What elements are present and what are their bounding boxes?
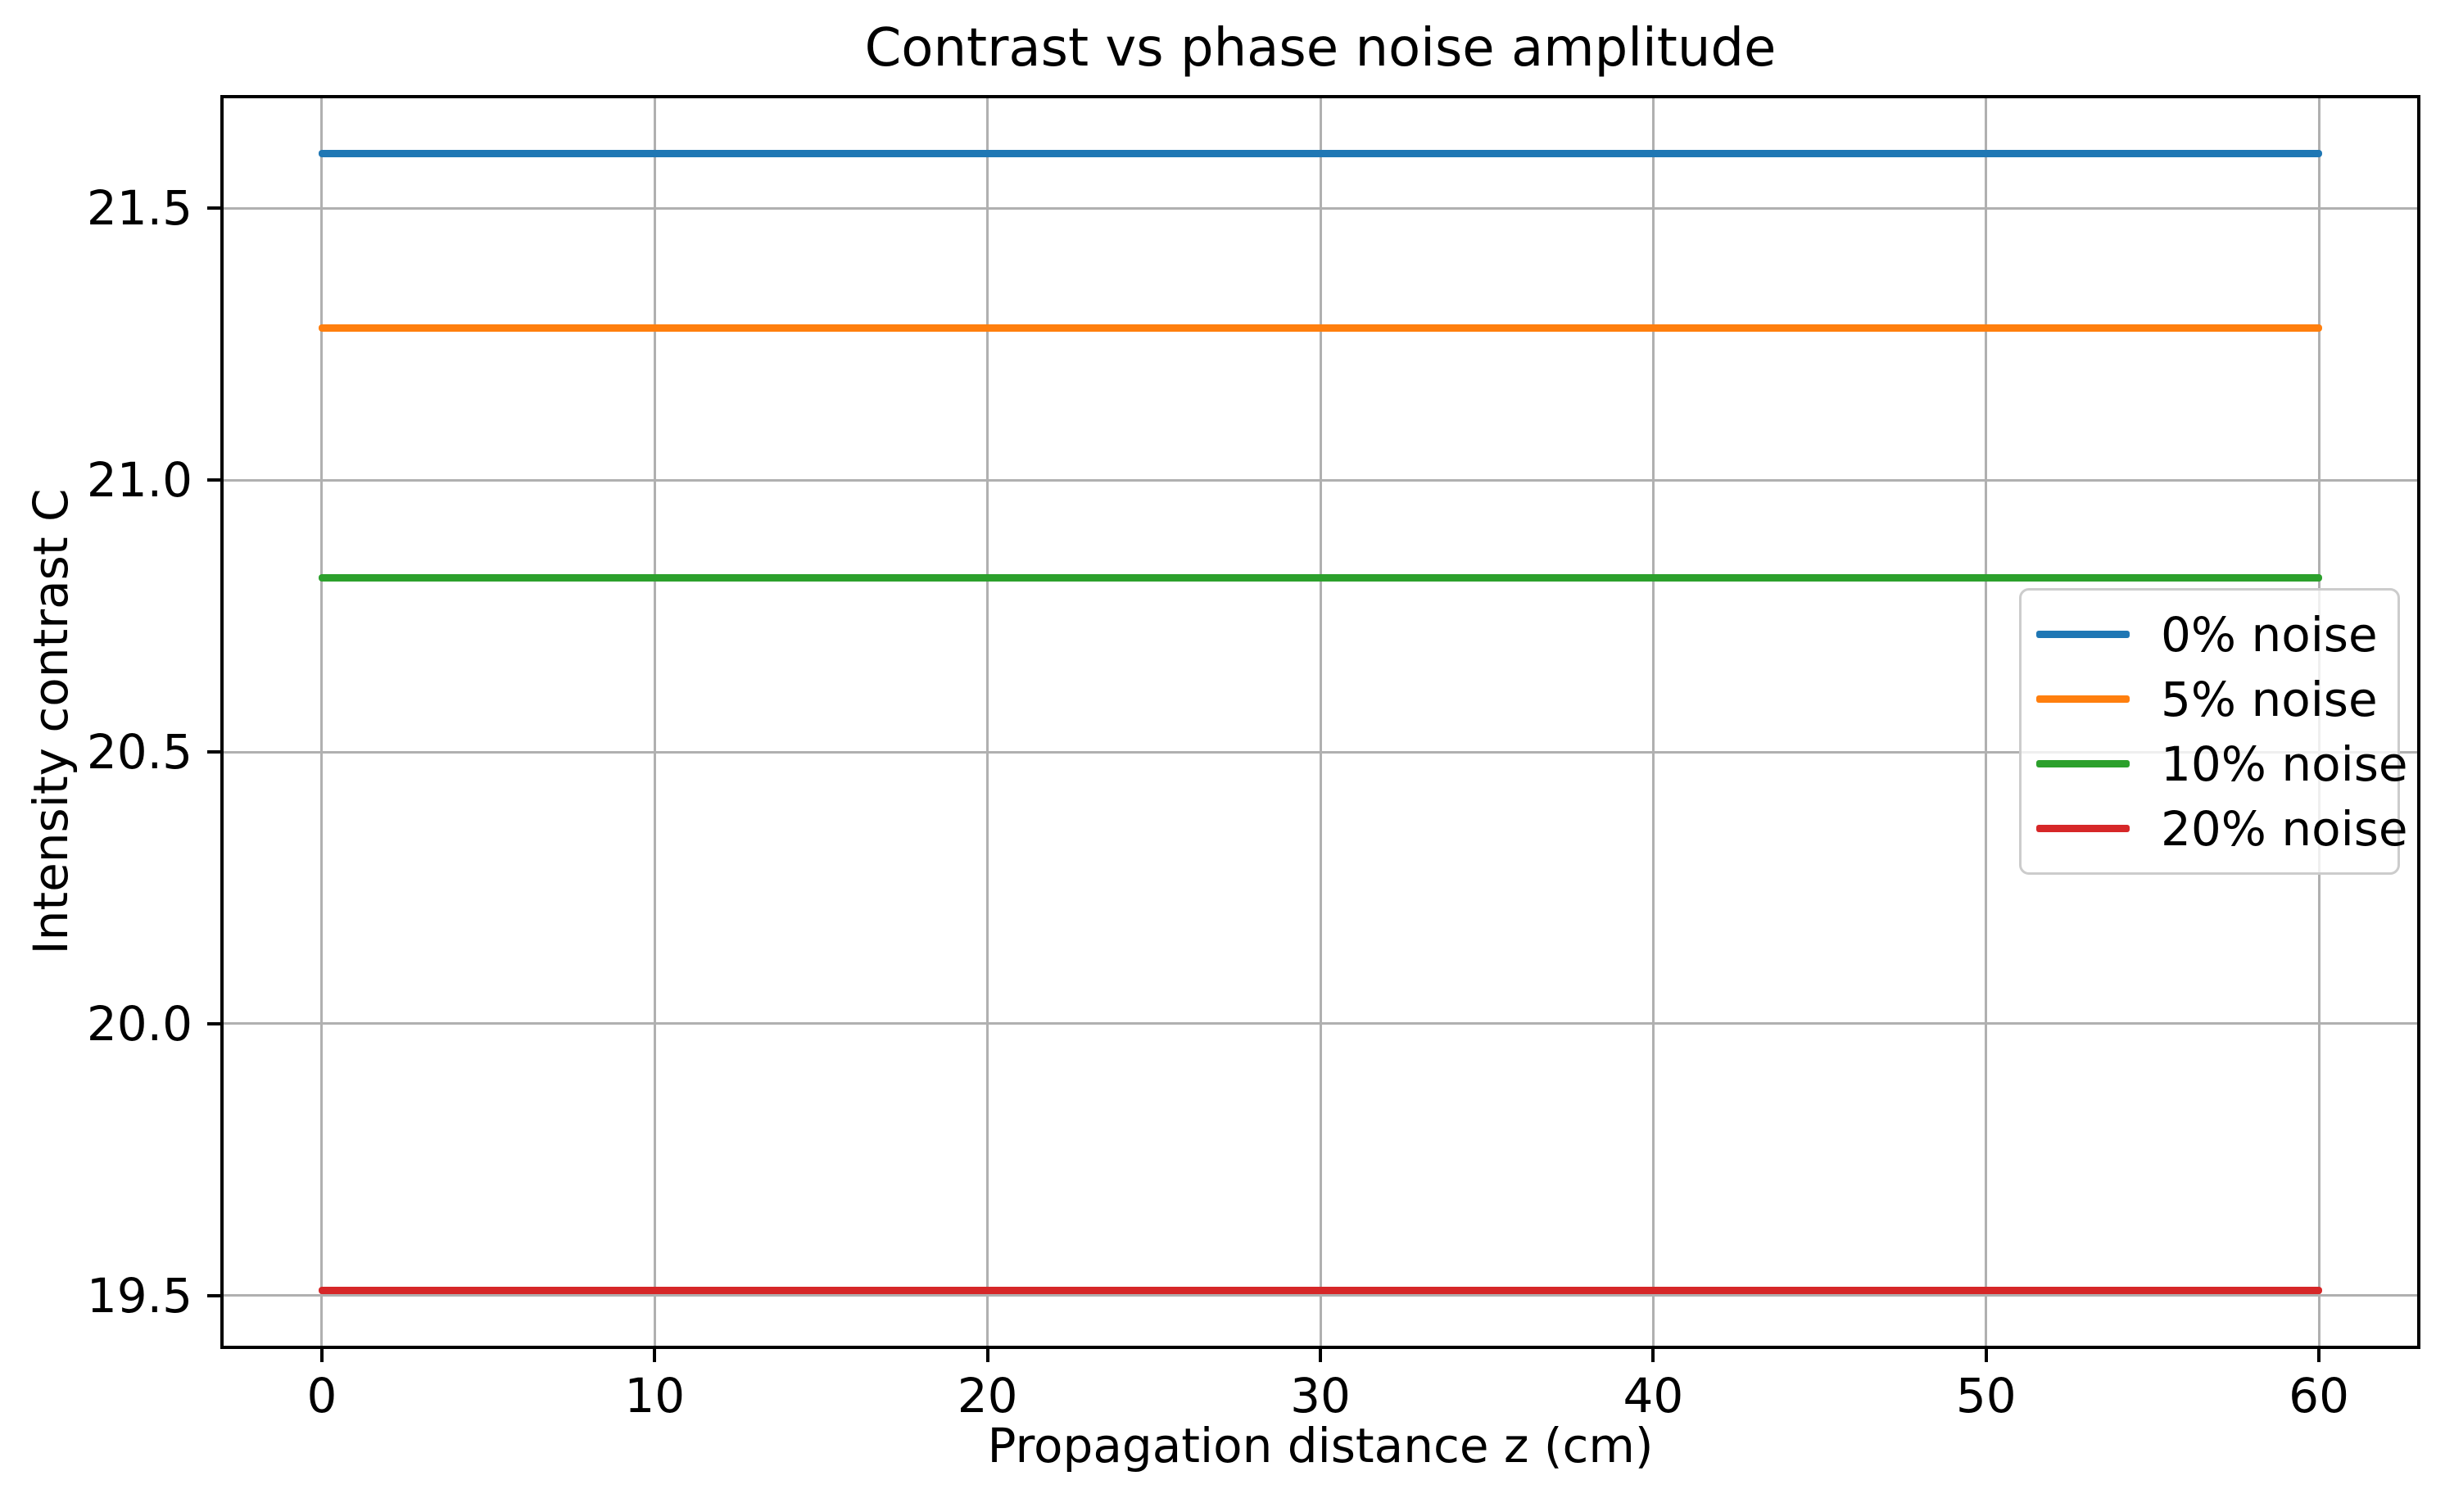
y-gridline — [222, 478, 2419, 482]
x-tick-label: 20 — [957, 1368, 1018, 1424]
legend-entry: 20% noise — [2022, 796, 2408, 861]
x-tick-label: 0 — [306, 1368, 337, 1424]
legend-label: 20% noise — [2161, 800, 2408, 857]
x-tick — [319, 1347, 324, 1362]
legend-swatch-2 — [2036, 760, 2130, 767]
y-gridline — [222, 750, 2419, 754]
legend-entry: 10% noise — [2022, 731, 2408, 796]
x-tick — [985, 1347, 989, 1362]
y-tick-label: 20.5 — [86, 724, 192, 780]
y-tick — [207, 478, 222, 482]
x-tick — [1984, 1347, 1988, 1362]
legend-swatch-0 — [2036, 631, 2130, 638]
x-gridline — [1319, 97, 1322, 1347]
y-tick-label: 20.0 — [86, 995, 192, 1052]
x-tick — [653, 1347, 657, 1362]
x-gridline — [1985, 97, 1988, 1347]
legend-label: 10% noise — [2161, 736, 2408, 792]
y-gridline — [222, 206, 2419, 210]
y-tick — [207, 206, 222, 211]
y-tick-label: 19.5 — [86, 1267, 192, 1324]
x-tick-label: 50 — [1955, 1368, 2017, 1424]
x-tick-label: 10 — [624, 1368, 686, 1424]
chart-title: Contrast vs phase noise amplitude — [864, 18, 1777, 79]
x-tick-label: 30 — [1290, 1368, 1351, 1424]
x-gridline — [986, 97, 989, 1347]
y-tick-label: 21.5 — [86, 180, 192, 237]
y-axis-label: Intensity contrast C — [23, 488, 79, 955]
legend-entry: 5% noise — [2022, 667, 2397, 731]
x-tick — [2317, 1347, 2321, 1362]
legend-label: 0% noise — [2161, 606, 2378, 663]
series-line-2 — [318, 574, 2323, 582]
legend-label: 5% noise — [2161, 671, 2378, 727]
series-line-3 — [318, 1286, 2323, 1294]
series-line-0 — [318, 150, 2323, 158]
legend-swatch-3 — [2036, 825, 2130, 832]
x-gridline — [653, 97, 656, 1347]
y-tick — [207, 750, 222, 754]
x-tick — [1651, 1347, 1655, 1362]
x-tick — [1319, 1347, 1322, 1362]
y-tick-label: 21.0 — [86, 452, 192, 509]
y-gridline — [222, 1022, 2419, 1025]
x-tick-label: 60 — [2289, 1368, 2349, 1424]
legend: 0% noise 5% noise 10% noise 20% noise — [2019, 588, 2408, 875]
y-tick — [207, 1021, 222, 1025]
x-axis-label: Propagation distance z (cm) — [987, 1418, 1654, 1474]
x-gridline — [1651, 97, 1655, 1347]
x-tick-label: 40 — [1623, 1368, 1684, 1424]
legend-swatch-1 — [2036, 695, 2130, 703]
y-gridline — [222, 1294, 2419, 1297]
series-line-1 — [318, 324, 2323, 332]
legend-entry: 0% noise — [2022, 602, 2397, 667]
x-gridline — [320, 97, 324, 1347]
y-tick — [207, 1293, 222, 1297]
